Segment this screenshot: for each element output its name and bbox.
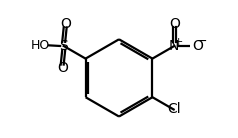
Text: O: O (169, 17, 180, 31)
Text: −: − (197, 35, 207, 48)
Text: HO: HO (30, 39, 50, 52)
Text: O: O (57, 61, 68, 75)
Text: +: + (174, 37, 183, 47)
Text: N: N (169, 39, 179, 53)
Text: O: O (60, 17, 71, 31)
Text: S: S (59, 39, 68, 53)
Text: O: O (192, 39, 203, 53)
Text: Cl: Cl (167, 102, 180, 116)
